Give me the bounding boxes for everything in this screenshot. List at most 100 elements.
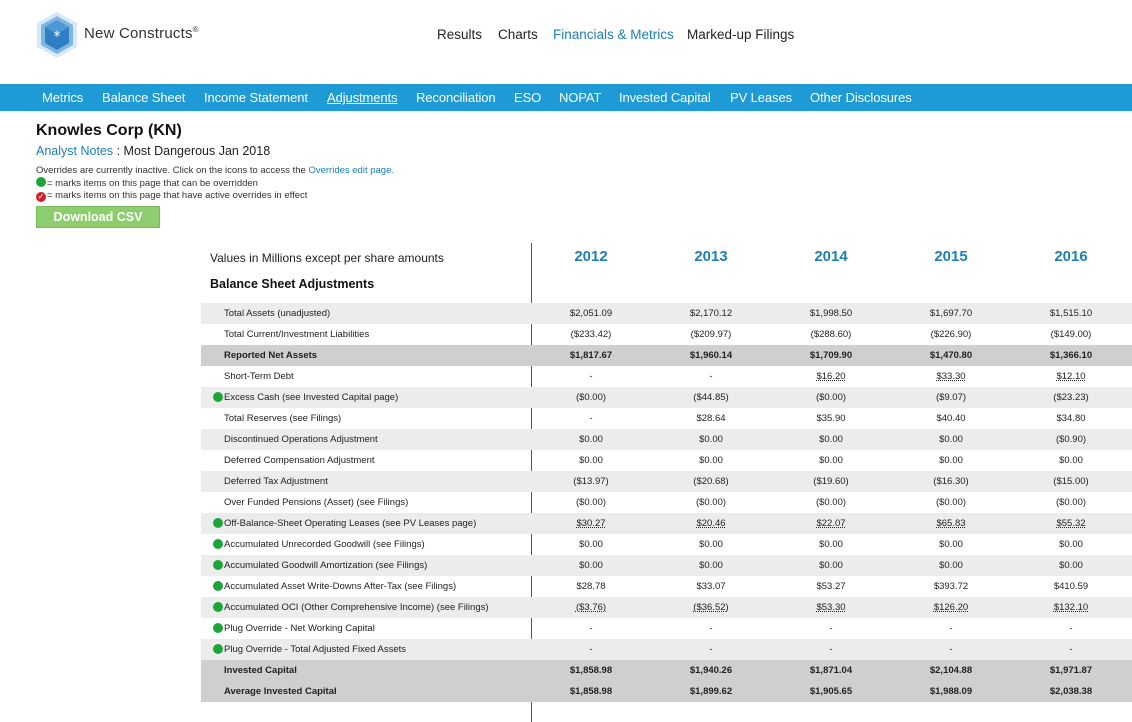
value-cell-2013[interactable]: ($36.52) (651, 602, 771, 613)
value-cell-2012: ($13.97) (531, 476, 651, 487)
company-title: Knowles Corp (KN) (36, 122, 182, 139)
value-cell-2013: - (651, 371, 771, 382)
value-text[interactable]: $132.10 (1053, 602, 1089, 613)
subnav-metrics[interactable]: Metrics (42, 90, 84, 105)
nav-marked-up-filings[interactable]: Marked-up Filings (687, 27, 795, 42)
value-cell-2014: $0.00 (771, 560, 891, 571)
nav-financials-metrics[interactable]: Financials & Metrics (553, 27, 674, 42)
row-label: Accumulated Goodwill Amortization (see F… (224, 560, 428, 571)
table-row: Total Current/Investment Liabilities ($23… (201, 324, 1132, 345)
override-dot-icon[interactable] (213, 392, 223, 402)
value-cell-2013[interactable]: $20.46 (651, 518, 771, 529)
value-text[interactable]: ($36.52) (693, 602, 729, 613)
download-csv-button[interactable]: Download CSV (36, 206, 160, 228)
override-dot-icon[interactable] (213, 560, 223, 570)
value-cell-2015[interactable]: $33.30 (891, 371, 1011, 382)
override-dot-icon[interactable] (213, 623, 223, 633)
override-dot-icon[interactable] (213, 602, 223, 612)
row-label: Total Assets (unadjusted) (224, 308, 331, 319)
value-cell-2015: $0.00 (891, 560, 1011, 571)
subnav-other-disclosures[interactable]: Other Disclosures (810, 90, 912, 105)
value-cell-2016[interactable]: $55.32 (1011, 518, 1131, 529)
value-text: - (709, 623, 713, 634)
value-cell-2014: $1,709.90 (771, 350, 891, 361)
override-dot-icon[interactable] (213, 581, 223, 591)
year-header-2015: 2015 (934, 248, 968, 265)
financials-subnav: Metrics Balance Sheet Income Statement A… (0, 84, 1132, 111)
value-text: ($0.00) (935, 497, 967, 508)
year-header-2016: 2016 (1054, 248, 1088, 265)
override-dot-icon[interactable] (213, 539, 223, 549)
value-text: $1,871.04 (809, 665, 853, 676)
value-cell-2013: ($209.97) (651, 329, 771, 340)
value-text[interactable]: $30.27 (576, 518, 606, 529)
table-row: Accumulated Asset Write-Downs After-Tax … (201, 576, 1132, 597)
subnav-nopat[interactable]: NOPAT (559, 90, 602, 105)
table-row: Accumulated OCI (Other Comprehensive Inc… (201, 597, 1132, 618)
value-text[interactable]: $20.46 (696, 518, 726, 529)
value-text[interactable]: $22.07 (816, 518, 846, 529)
value-text: $0.00 (939, 434, 963, 445)
value-text[interactable]: $55.32 (1056, 518, 1086, 529)
overrides-edit-link[interactable]: Overrides edit page. (308, 165, 394, 176)
value-text: $393.72 (933, 581, 969, 592)
row-label: Short-Term Debt (224, 371, 294, 382)
value-cell-2014[interactable]: $16.20 (771, 371, 891, 382)
subnav-eso[interactable]: ESO (514, 90, 542, 105)
value-text: ($0.00) (575, 392, 607, 403)
table-row: Plug Override - Total Adjusted Fixed Ass… (201, 639, 1132, 660)
subnav-income-statement[interactable]: Income Statement (204, 90, 308, 105)
value-text[interactable]: $53.30 (816, 602, 846, 613)
year-header-2012: 2012 (574, 248, 608, 265)
value-cell-2012: $1,858.98 (531, 665, 651, 676)
override-dot-icon[interactable] (213, 644, 223, 654)
value-cell-2014: $1,905.65 (771, 686, 891, 697)
table-row: Deferred Compensation Adjustment $0.00 $0.… (201, 450, 1132, 471)
subnav-balance-sheet[interactable]: Balance Sheet (102, 90, 186, 105)
value-text[interactable]: $33.30 (936, 371, 966, 382)
value-cell-2015[interactable]: $126.20 (891, 602, 1011, 613)
value-cell-2014[interactable]: $53.30 (771, 602, 891, 613)
value-text[interactable]: $12.10 (1056, 371, 1086, 382)
value-text[interactable]: $126.20 (933, 602, 969, 613)
value-cell-2012[interactable]: ($3.76) (531, 602, 651, 613)
value-cell-2016: $34.80 (1011, 413, 1131, 424)
value-text: $0.00 (699, 539, 723, 550)
value-cell-2014: - (771, 644, 891, 655)
value-cell-2015[interactable]: $65.83 (891, 518, 1011, 529)
top-header: * New Constructs® Results Charts Financi… (0, 0, 1132, 84)
value-cell-2016: $410.59 (1011, 581, 1131, 592)
analyst-notes-link[interactable]: Analyst Notes (36, 144, 114, 158)
value-cell-2014[interactable]: $22.07 (771, 518, 891, 529)
value-text: $40.40 (936, 413, 966, 424)
subnav-reconciliation[interactable]: Reconciliation (416, 90, 496, 105)
override-dot-icon[interactable] (213, 518, 223, 528)
value-text[interactable]: $65.83 (936, 518, 966, 529)
value-cell-2012[interactable]: $30.27 (531, 518, 651, 529)
new-constructs-logo-icon[interactable]: * (35, 11, 79, 59)
table-row: Accumulated Goodwill Amortization (see F… (201, 555, 1132, 576)
subnav-invested-capital[interactable]: Invested Capital (619, 90, 711, 105)
value-cell-2014: $1,871.04 (771, 665, 891, 676)
brand-name[interactable]: New Constructs® (84, 25, 199, 42)
value-text: $0.00 (819, 434, 843, 445)
value-cell-2016[interactable]: $12.10 (1011, 371, 1131, 382)
value-cell-2013: $2,170.12 (651, 308, 771, 319)
row-label: Plug Override - Net Working Capital (224, 623, 375, 634)
value-cell-2016: ($15.00) (1011, 476, 1131, 487)
nav-results[interactable]: Results (437, 27, 483, 42)
value-cell-2013: $1,960.14 (651, 350, 771, 361)
subnav-adjustments[interactable]: Adjustments (327, 90, 398, 105)
value-cell-2015: $40.40 (891, 413, 1011, 424)
value-cell-2016[interactable]: $132.10 (1011, 602, 1131, 613)
section-title: Balance Sheet Adjustments (210, 277, 375, 291)
subnav-pv-leases[interactable]: PV Leases (730, 90, 792, 105)
nav-charts[interactable]: Charts (498, 27, 538, 42)
value-text: $0.00 (1059, 560, 1083, 571)
value-text[interactable]: $16.20 (816, 371, 846, 382)
row-label: Accumulated Unrecorded Goodwill (see Fil… (224, 539, 425, 550)
value-cell-2013: $28.64 (651, 413, 771, 424)
value-text[interactable]: ($3.76) (575, 602, 607, 613)
row-label: Invested Capital (224, 665, 297, 676)
value-text: $0.00 (579, 434, 603, 445)
